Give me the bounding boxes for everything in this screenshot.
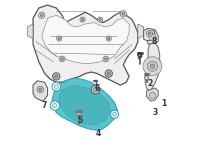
Circle shape [93,87,98,92]
Polygon shape [138,24,144,39]
Polygon shape [144,28,155,41]
Circle shape [80,17,85,22]
Polygon shape [59,85,110,125]
Circle shape [54,85,58,89]
Text: 6: 6 [94,84,100,93]
Circle shape [120,11,127,17]
Circle shape [148,32,151,35]
Text: 7: 7 [41,101,47,110]
Text: 5: 5 [77,116,82,125]
Circle shape [143,57,162,76]
Circle shape [113,112,116,116]
Circle shape [39,88,42,91]
Polygon shape [147,30,158,44]
Circle shape [122,12,125,15]
Polygon shape [145,41,160,91]
Polygon shape [147,88,158,101]
Circle shape [58,37,60,40]
Text: 2: 2 [147,79,152,88]
Circle shape [53,103,57,108]
Polygon shape [33,5,138,85]
Circle shape [53,73,60,80]
Circle shape [61,58,63,60]
Circle shape [149,34,156,41]
Circle shape [91,85,100,94]
Circle shape [57,36,62,41]
Circle shape [147,61,158,71]
Text: 9: 9 [137,52,142,61]
Circle shape [77,110,81,115]
Text: 1: 1 [161,99,167,108]
Circle shape [149,92,156,98]
Text: 3: 3 [153,108,158,117]
Circle shape [55,75,58,78]
Circle shape [150,64,155,68]
Polygon shape [33,81,48,101]
Circle shape [107,72,110,75]
Circle shape [110,110,119,118]
Polygon shape [42,15,129,63]
Circle shape [39,12,45,19]
Circle shape [50,101,60,110]
Circle shape [145,76,149,80]
Circle shape [59,56,65,62]
Circle shape [81,18,84,21]
Circle shape [99,18,101,21]
Polygon shape [27,24,33,39]
Polygon shape [52,78,117,130]
Circle shape [106,36,111,41]
Circle shape [97,17,103,22]
Circle shape [52,82,61,91]
Text: 4: 4 [96,129,101,138]
Circle shape [108,37,110,40]
Circle shape [105,58,107,60]
Circle shape [37,86,44,93]
Circle shape [103,56,109,62]
Circle shape [40,14,43,17]
Circle shape [138,54,142,58]
Text: 8: 8 [151,37,157,46]
Circle shape [146,30,153,37]
Circle shape [105,70,112,77]
